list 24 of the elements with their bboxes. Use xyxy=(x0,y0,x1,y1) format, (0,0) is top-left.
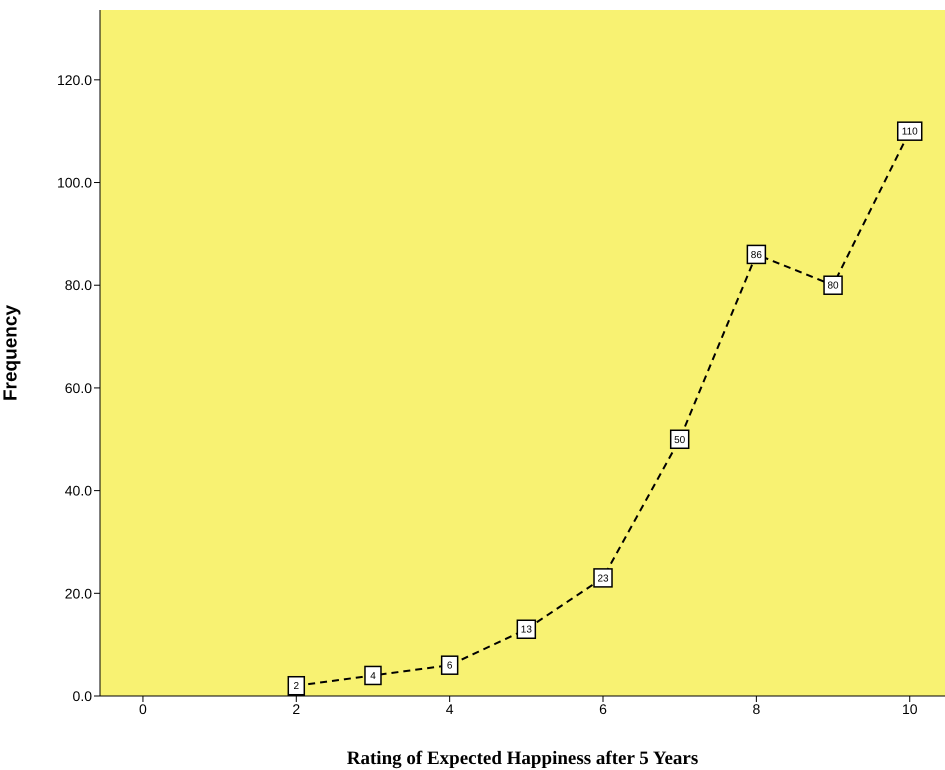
data-label: 86 xyxy=(750,250,762,261)
data-label: 4 xyxy=(370,670,376,682)
data-label: 13 xyxy=(520,624,532,636)
y-tick-label: 100.0 xyxy=(56,174,92,190)
x-tick-label: 2 xyxy=(292,700,300,717)
data-label: 2 xyxy=(294,681,300,692)
x-tick-label: 4 xyxy=(446,700,454,717)
data-label: 80 xyxy=(827,280,840,292)
data-label: 50 xyxy=(674,434,686,446)
y-axis-title: Frequency xyxy=(0,304,22,402)
data-label: 6 xyxy=(446,660,453,672)
x-tick-label: 0 xyxy=(139,700,148,717)
x-tick-label: 10 xyxy=(902,700,918,717)
y-tick-label: 40.0 xyxy=(64,482,92,499)
data-label: 110 xyxy=(902,126,918,138)
y-tick-label: 20.0 xyxy=(64,585,92,602)
data-label: 23 xyxy=(597,573,610,584)
y-tick-label: 120.0 xyxy=(56,72,92,88)
y-tick-label: 0.0 xyxy=(72,688,92,704)
x-tick-label: 8 xyxy=(752,700,760,717)
x-axis-title: Rating of Expected Happiness after 5 Years xyxy=(346,748,698,769)
y-tick-label: 80.0 xyxy=(64,277,92,294)
y-tick-label: 60.0 xyxy=(64,380,92,396)
x-tick-label: 6 xyxy=(599,700,608,717)
